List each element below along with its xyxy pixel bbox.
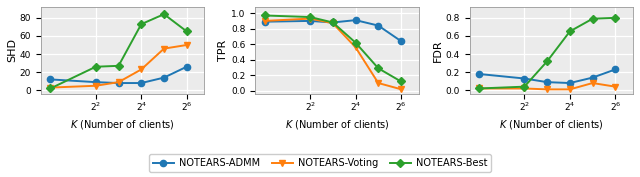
NOTEARS-Voting [611, 86, 619, 88]
Line: NOTEARS-Best: NOTEARS-Best [262, 12, 404, 85]
NOTEARS-ADMM [47, 78, 54, 81]
Line: NOTEARS-Best: NOTEARS-Best [47, 11, 190, 92]
NOTEARS-Best [115, 65, 122, 67]
NOTEARS-Best [566, 30, 573, 32]
NOTEARS-Voting [589, 82, 596, 84]
NOTEARS-ADMM [543, 81, 551, 83]
X-axis label: $K$ (Number of clients): $K$ (Number of clients) [499, 118, 604, 131]
NOTEARS-Voting [397, 88, 405, 90]
NOTEARS-ADMM [566, 82, 573, 84]
NOTEARS-Best [543, 60, 551, 62]
NOTEARS-ADMM [520, 78, 528, 80]
NOTEARS-Best [611, 17, 619, 19]
NOTEARS-Best [261, 14, 269, 16]
NOTEARS-Voting [160, 48, 168, 50]
NOTEARS-Voting [261, 20, 269, 22]
NOTEARS-Voting [138, 68, 145, 70]
NOTEARS-Voting [352, 46, 360, 48]
NOTEARS-ADMM [352, 19, 360, 21]
Y-axis label: FDR: FDR [433, 39, 443, 62]
NOTEARS-Voting [374, 82, 382, 84]
NOTEARS-Best [589, 18, 596, 20]
NOTEARS-ADMM [611, 68, 619, 70]
NOTEARS-ADMM [92, 81, 100, 83]
NOTEARS-ADMM [115, 82, 122, 84]
NOTEARS-Voting [475, 87, 483, 90]
X-axis label: $K$ (Number of clients): $K$ (Number of clients) [70, 118, 175, 131]
NOTEARS-ADMM [160, 76, 168, 79]
NOTEARS-ADMM [183, 66, 191, 68]
NOTEARS-ADMM [589, 76, 596, 79]
NOTEARS-Voting [520, 87, 528, 90]
NOTEARS-ADMM [138, 82, 145, 84]
Legend: NOTEARS-ADMM, NOTEARS-Voting, NOTEARS-Best: NOTEARS-ADMM, NOTEARS-Voting, NOTEARS-Be… [148, 154, 492, 172]
Line: NOTEARS-ADMM: NOTEARS-ADMM [262, 17, 404, 44]
Line: NOTEARS-Voting: NOTEARS-Voting [47, 42, 190, 91]
NOTEARS-Voting [566, 88, 573, 90]
Y-axis label: TPR: TPR [218, 40, 228, 61]
NOTEARS-Best [47, 87, 54, 90]
NOTEARS-Best [397, 80, 405, 82]
NOTEARS-ADMM [261, 21, 269, 23]
Line: NOTEARS-Best: NOTEARS-Best [476, 15, 618, 92]
NOTEARS-ADMM [374, 25, 382, 27]
NOTEARS-ADMM [329, 21, 337, 24]
NOTEARS-Best [374, 67, 382, 69]
NOTEARS-Best [138, 23, 145, 25]
NOTEARS-Best [520, 86, 528, 88]
NOTEARS-Best [160, 13, 168, 15]
Line: NOTEARS-Voting: NOTEARS-Voting [476, 80, 618, 93]
NOTEARS-Best [329, 21, 337, 24]
NOTEARS-ADMM [475, 73, 483, 75]
Line: NOTEARS-ADMM: NOTEARS-ADMM [476, 66, 618, 86]
NOTEARS-Best [183, 30, 191, 32]
Y-axis label: SHD: SHD [7, 38, 17, 62]
NOTEARS-Voting [47, 87, 54, 89]
NOTEARS-Voting [543, 88, 551, 90]
Line: NOTEARS-ADMM: NOTEARS-ADMM [47, 64, 190, 86]
NOTEARS-Voting [115, 81, 122, 83]
NOTEARS-Voting [183, 44, 191, 46]
NOTEARS-ADMM [307, 20, 314, 22]
NOTEARS-Voting [329, 22, 337, 24]
NOTEARS-Voting [307, 18, 314, 20]
X-axis label: $K$ (Number of clients): $K$ (Number of clients) [285, 118, 389, 131]
NOTEARS-Best [352, 42, 360, 44]
Line: NOTEARS-Voting: NOTEARS-Voting [262, 15, 404, 92]
NOTEARS-Best [307, 16, 314, 18]
NOTEARS-ADMM [397, 40, 405, 42]
NOTEARS-Voting [92, 85, 100, 87]
NOTEARS-Best [475, 87, 483, 90]
NOTEARS-Best [92, 66, 100, 68]
